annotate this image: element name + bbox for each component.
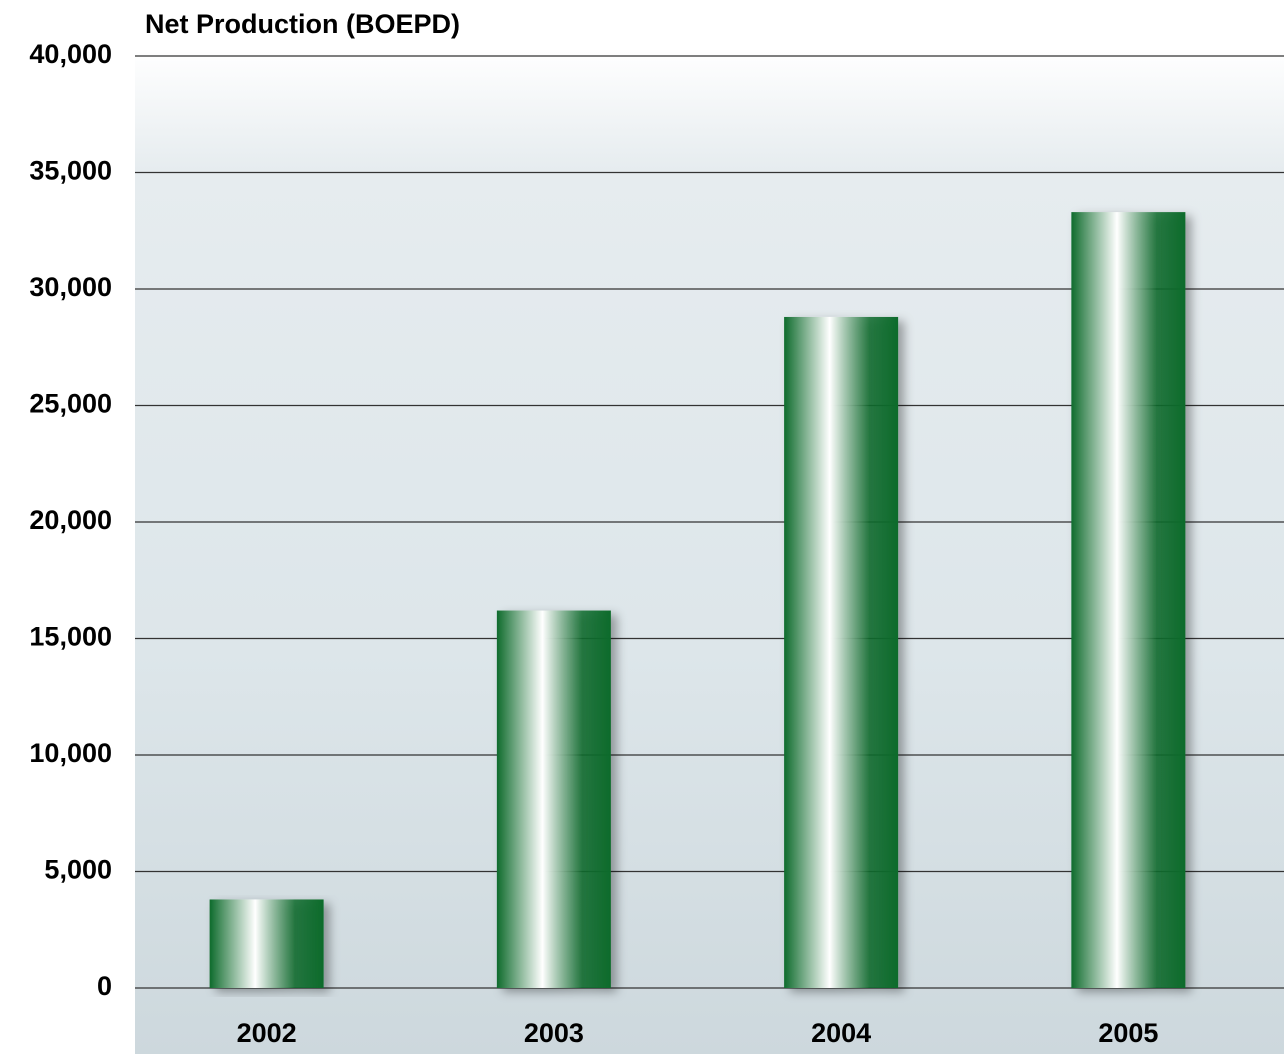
y-tick-label: 30,000 [29,272,112,302]
bar [209,899,324,988]
x-tick-label: 2002 [237,1018,297,1048]
bar [784,316,899,989]
y-tick-label: 40,000 [29,39,112,69]
y-tick-label: 35,000 [29,156,112,186]
y-tick-label: 15,000 [29,622,112,652]
chart-title: Net Production (BOEPD) [145,9,460,39]
bar [496,610,611,988]
y-tick-label: 20,000 [29,505,112,535]
x-tick-label: 2005 [1098,1018,1158,1048]
y-tick-label: 5,000 [44,855,112,885]
x-tick-label: 2004 [811,1018,871,1048]
x-tick-label: 2003 [524,1018,584,1048]
y-tick-label: 0 [97,971,112,1001]
y-tick-label: 25,000 [29,389,112,419]
y-tick-label: 10,000 [29,738,112,768]
bar [1071,212,1186,989]
